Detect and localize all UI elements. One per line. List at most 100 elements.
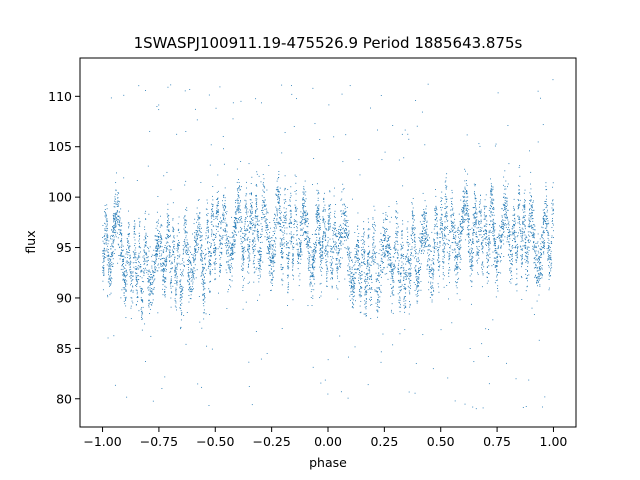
data-point [545, 201, 547, 202]
data-point [165, 277, 166, 279]
data-point [378, 306, 379, 308]
data-point [535, 263, 537, 265]
data-point [441, 198, 443, 199]
data-point [176, 281, 178, 283]
data-point [137, 257, 139, 259]
data-point [522, 216, 524, 218]
data-point [463, 200, 464, 202]
data-point [159, 255, 161, 257]
data-point [194, 249, 196, 251]
data-point [130, 261, 132, 263]
data-point [183, 246, 185, 248]
data-point [368, 245, 370, 247]
data-point [425, 212, 427, 214]
data-point [200, 232, 202, 233]
data-point [481, 237, 483, 239]
data-point [238, 197, 240, 199]
data-point [460, 199, 462, 201]
data-point [400, 254, 402, 256]
data-point [429, 254, 431, 256]
data-point [235, 217, 237, 219]
data-point [504, 207, 506, 209]
data-point [373, 260, 374, 262]
data-point [394, 267, 396, 269]
data-point [222, 206, 224, 208]
data-point [118, 255, 120, 256]
data-point [524, 225, 526, 227]
data-point [535, 266, 537, 268]
data-point [285, 219, 287, 221]
data-point [138, 261, 140, 263]
data-point [484, 229, 486, 231]
data-point [292, 253, 294, 255]
data-point [299, 245, 301, 247]
data-point [202, 289, 204, 291]
data-point [350, 273, 352, 274]
data-point [281, 251, 283, 253]
data-point [456, 262, 458, 264]
data-point [360, 239, 362, 241]
data-point [232, 242, 234, 244]
data-point [449, 253, 451, 255]
data-point [550, 275, 552, 276]
data-point [251, 244, 253, 246]
data-point [324, 249, 326, 251]
data-point [548, 289, 550, 291]
data-point [545, 221, 547, 223]
data-point [298, 255, 300, 257]
data-point [538, 268, 540, 270]
data-point [105, 220, 107, 222]
data-point [403, 307, 405, 309]
data-point [246, 230, 248, 231]
data-point [396, 227, 398, 229]
data-point [354, 277, 355, 279]
data-point [473, 192, 475, 194]
data-point [449, 269, 451, 271]
data-point [419, 233, 421, 235]
data-point [438, 266, 439, 267]
data-point [531, 209, 532, 211]
data-point [158, 245, 160, 247]
data-point [512, 232, 514, 234]
data-point [299, 246, 301, 248]
data-point [292, 259, 294, 261]
data-point [245, 230, 247, 232]
data-point [350, 286, 352, 288]
data-point [303, 205, 305, 207]
data-point [216, 229, 217, 231]
data-point [512, 239, 513, 241]
data-point [137, 256, 139, 258]
data-point [183, 266, 185, 268]
data-point [412, 225, 414, 226]
data-point [278, 201, 280, 203]
data-point [399, 281, 401, 283]
data-point [265, 219, 267, 221]
data-point [525, 246, 527, 248]
data-point [261, 195, 263, 197]
data-point [466, 192, 468, 194]
data-point [156, 250, 157, 252]
data-point [302, 199, 304, 201]
data-point [442, 239, 444, 241]
data-point [379, 249, 381, 251]
data-point [180, 291, 182, 293]
data-point [273, 253, 275, 255]
data-point [430, 281, 432, 283]
data-point [469, 254, 471, 256]
data-point [503, 204, 505, 206]
data-point [236, 202, 238, 204]
data-point [367, 237, 369, 239]
data-point [261, 234, 263, 235]
data-point [448, 263, 450, 265]
data-point [494, 260, 496, 262]
data-point [430, 269, 432, 271]
data-point [267, 238, 269, 239]
data-point [347, 236, 349, 238]
data-point [448, 239, 450, 241]
data-point [524, 204, 526, 206]
data-point [453, 231, 455, 233]
data-point [535, 245, 537, 247]
data-point [164, 277, 165, 279]
data-point [422, 230, 423, 232]
